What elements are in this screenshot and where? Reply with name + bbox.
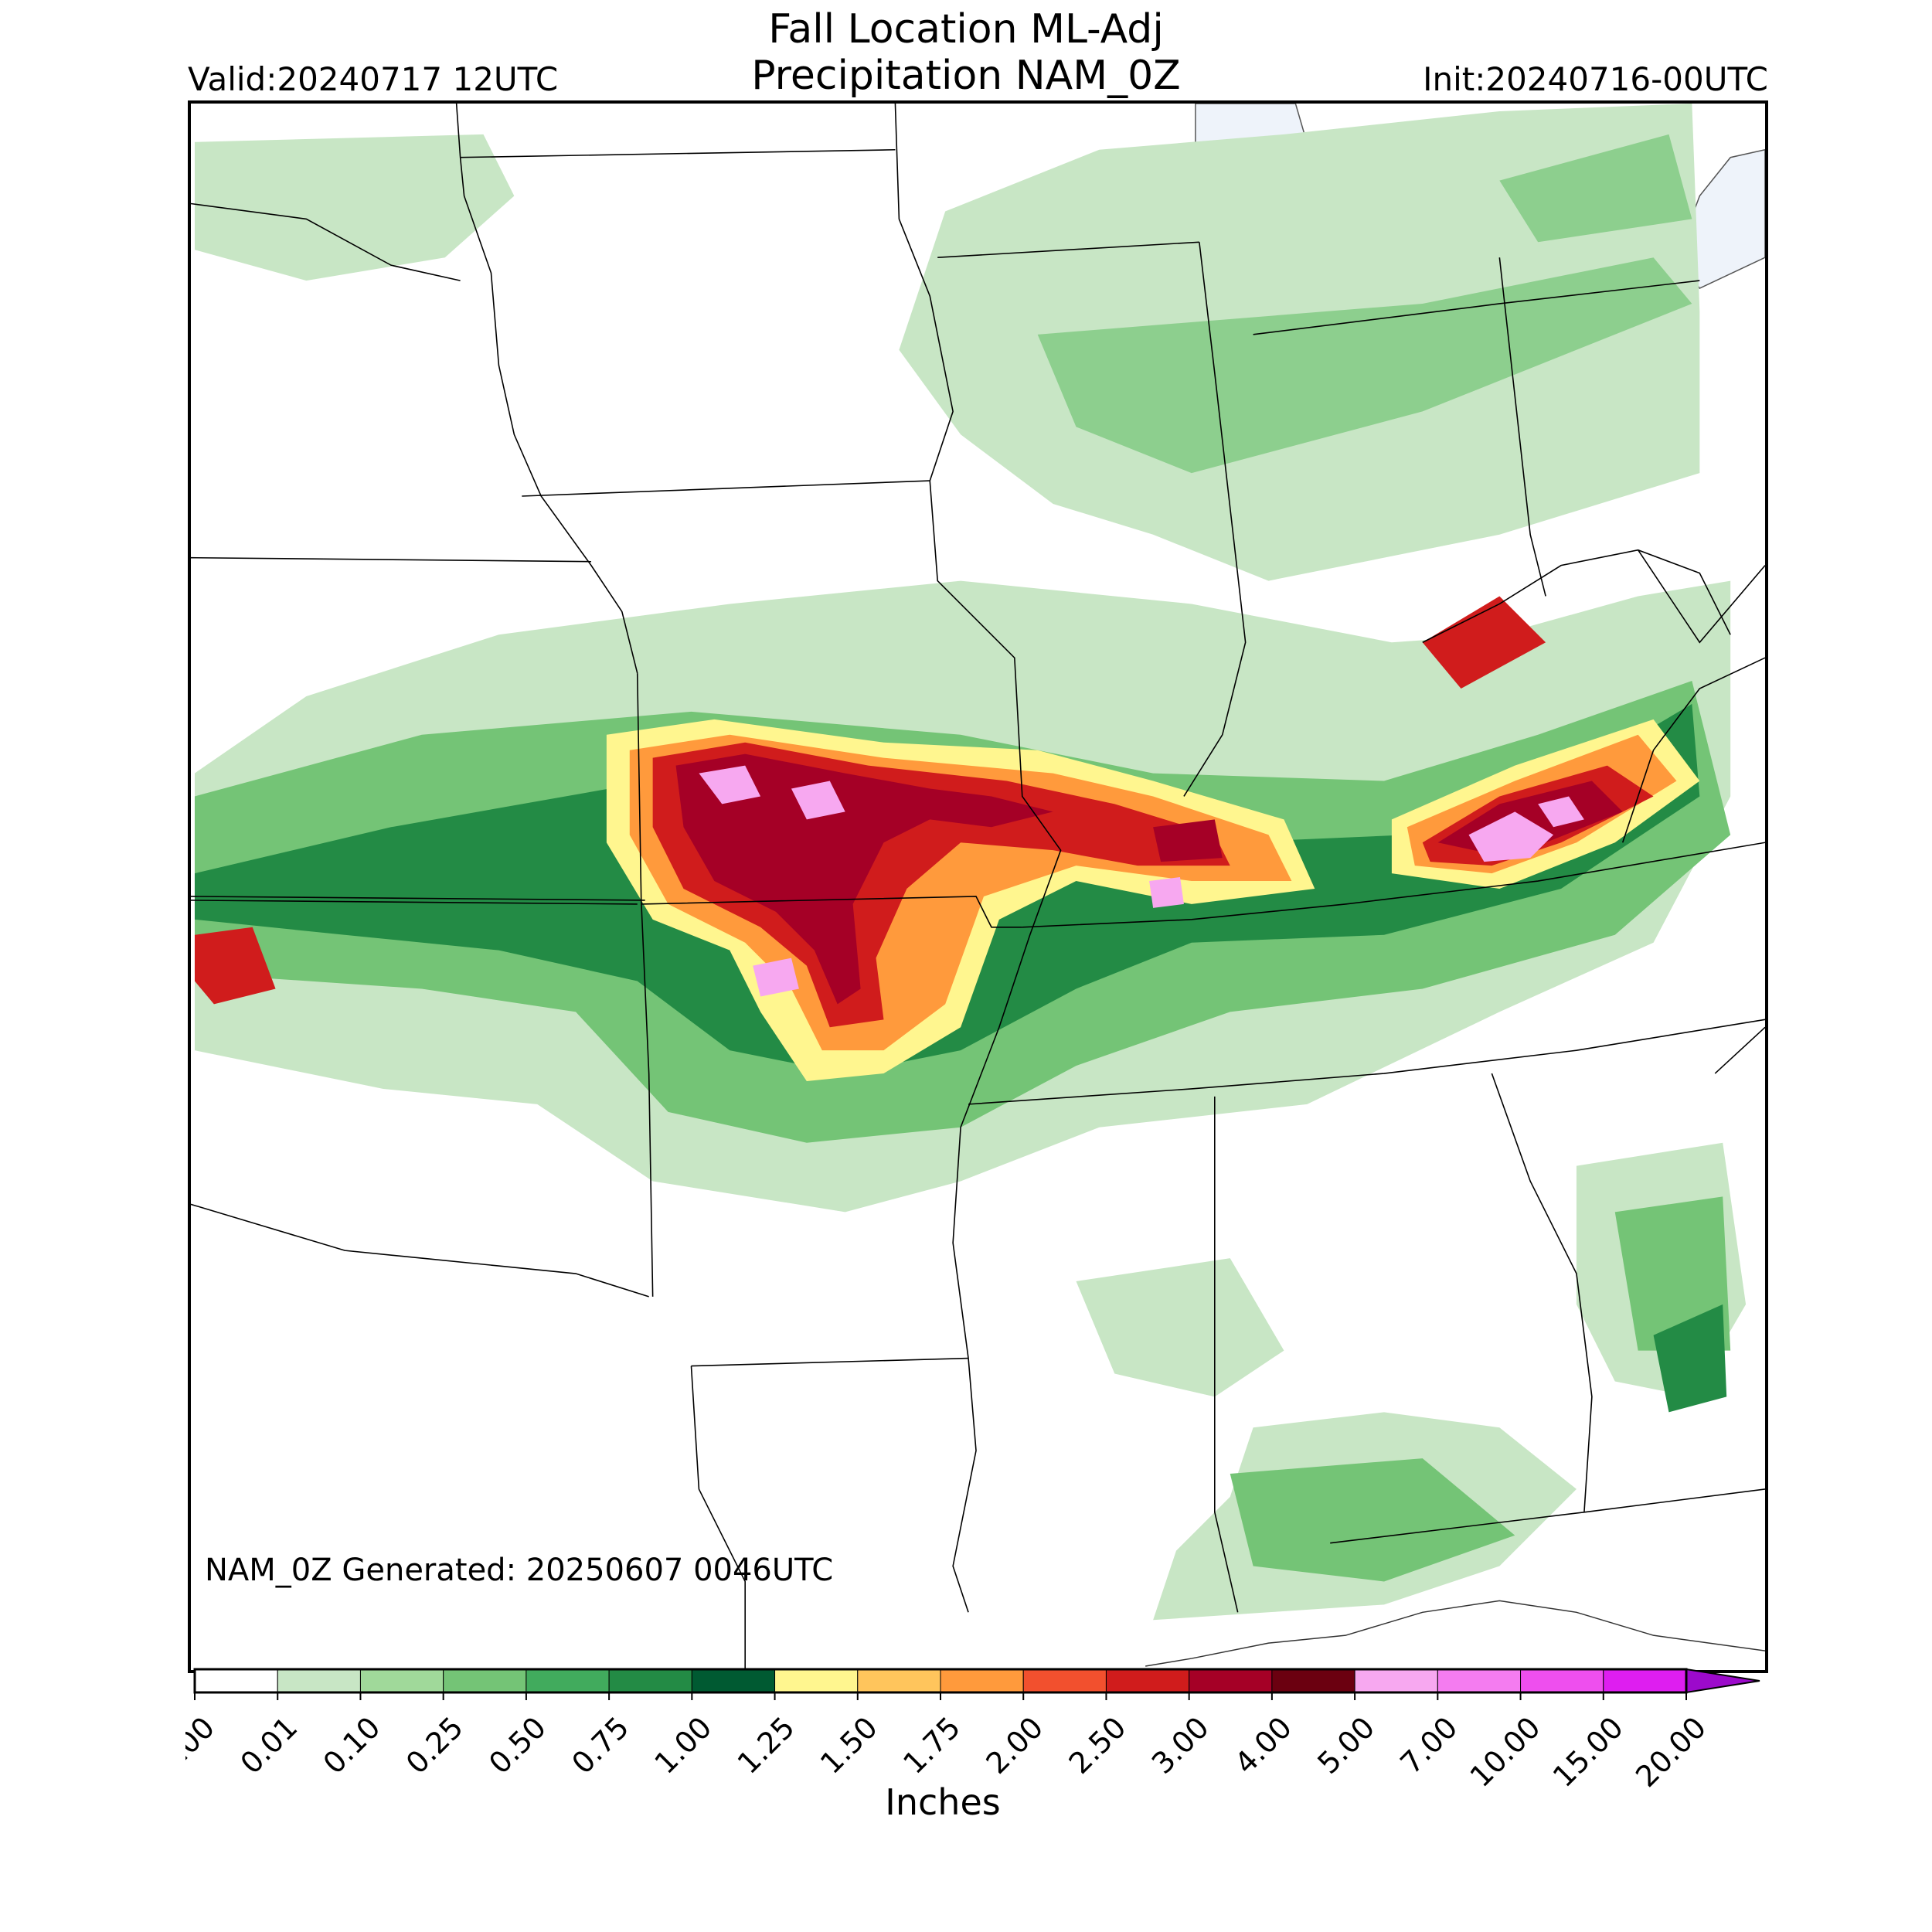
colorbar-swatch — [774, 1668, 859, 1693]
ky-wv-border — [1637, 549, 1765, 644]
colorbar-tick-label: 0.25 — [400, 1710, 470, 1781]
colorbar-swatch — [1354, 1668, 1438, 1693]
colorbar-swatch — [1271, 1668, 1355, 1693]
mo-ar-border — [641, 896, 1022, 928]
ms-al-border — [1214, 1096, 1239, 1613]
init-time-label: Init:20240716-00UTC — [1423, 60, 1768, 98]
colorbar-extend-arrow — [1685, 1668, 1760, 1694]
colorbar-swatch — [940, 1668, 1024, 1693]
colorbar-swatch — [1603, 1668, 1687, 1693]
colorbar-tick-label: 1.75 — [896, 1710, 967, 1781]
colorbar-swatch — [1520, 1668, 1604, 1693]
colorbar-tick-label: 7.00 — [1394, 1710, 1464, 1781]
ok-ar-border — [648, 1073, 654, 1297]
mi-in-border — [1253, 280, 1700, 335]
colorbar-tick-label: 0.01 — [233, 1710, 304, 1781]
title-line-1: Fall Location ML-Adj — [768, 6, 1164, 53]
colorbar-tick-label: 1.25 — [731, 1710, 801, 1781]
mississippi-river — [894, 104, 1062, 1613]
ia-mn-border — [460, 148, 896, 158]
colorbar-swatch — [691, 1668, 776, 1693]
colorbar-tick-label: 0.50 — [482, 1710, 553, 1781]
ky-tn-border — [1022, 842, 1765, 928]
fl-al-border — [1330, 1488, 1765, 1544]
colorbar-tick-label: 1.50 — [814, 1710, 884, 1781]
colorbar-swatch — [277, 1668, 361, 1693]
colorbar-swatches — [193, 1668, 1760, 1694]
colorbar-swatch — [857, 1668, 941, 1693]
colorbar-tick-label: 2.00 — [979, 1710, 1049, 1781]
colorbar-swatch — [526, 1668, 610, 1693]
oh-ky-border — [1422, 549, 1731, 643]
il-in-border — [1183, 242, 1247, 797]
tx-la-border — [690, 1366, 746, 1670]
ne-ks-border — [191, 556, 591, 563]
ar-la-border — [691, 1357, 969, 1367]
generated-timestamp: NAM_0Z Generated: 20250607 0046UTC — [205, 1553, 834, 1588]
map-canvas — [191, 104, 1765, 1670]
colorbar-swatch — [359, 1668, 444, 1693]
colorbar-swatch — [443, 1668, 527, 1693]
colorbar-swatch — [194, 1668, 278, 1693]
colorbar-swatch — [1105, 1668, 1190, 1693]
colorbar-tick-label: 0.10 — [317, 1710, 387, 1781]
colorbar-swatch — [1437, 1668, 1522, 1693]
gulf-coastline — [1145, 1600, 1765, 1667]
ia-west-border — [455, 104, 461, 158]
ks-ok-border — [191, 900, 638, 905]
ne-sd-border — [191, 202, 461, 281]
wv-va-border — [1621, 657, 1765, 843]
colorbar-swatch — [608, 1668, 692, 1693]
colorbar-tick-label: 1.00 — [648, 1710, 719, 1781]
colorbar-tick-label: 5.00 — [1311, 1710, 1381, 1781]
valid-time-label: Valid:20240717 12UTC — [188, 60, 559, 98]
colorbar: 0.00 0.01 0.10 0.25 0.50 0.75 1.00 1.25 1.50 1.75… — [185, 1668, 1760, 1794]
wi-il-border — [937, 241, 1199, 259]
title-line-2: Precipitation NAM_0Z — [751, 53, 1181, 99]
state-boundaries — [191, 104, 1765, 1670]
colorbar-tick-label: 0.00 — [185, 1710, 221, 1781]
colorbar-tick-label: 4.00 — [1228, 1710, 1298, 1781]
al-ga-border — [1491, 1073, 1593, 1512]
colorbar-tick-label: 3.00 — [1145, 1710, 1216, 1781]
colorbar-label: Inches — [885, 1781, 1001, 1823]
in-oh-border — [1498, 257, 1546, 597]
colorbar-tick-label: 0.75 — [565, 1710, 635, 1781]
ia-ne-border — [459, 157, 638, 674]
colorbar-ticks: 0.00 0.01 0.10 0.25 0.50 0.75 1.00 1.25 1.50 1.75… — [185, 1692, 1713, 1794]
ok-tx-border — [191, 1203, 649, 1298]
ga-sc-border — [1714, 1026, 1765, 1074]
colorbar-swatch — [1189, 1668, 1273, 1693]
ia-mo-border — [522, 480, 930, 497]
colorbar-tick-label: 2.50 — [1063, 1710, 1133, 1781]
mo-ks-border — [191, 896, 645, 901]
tn-ms-al-border — [968, 1019, 1765, 1105]
precipitation-map — [188, 100, 1768, 1673]
colorbar-swatch — [1022, 1668, 1107, 1693]
